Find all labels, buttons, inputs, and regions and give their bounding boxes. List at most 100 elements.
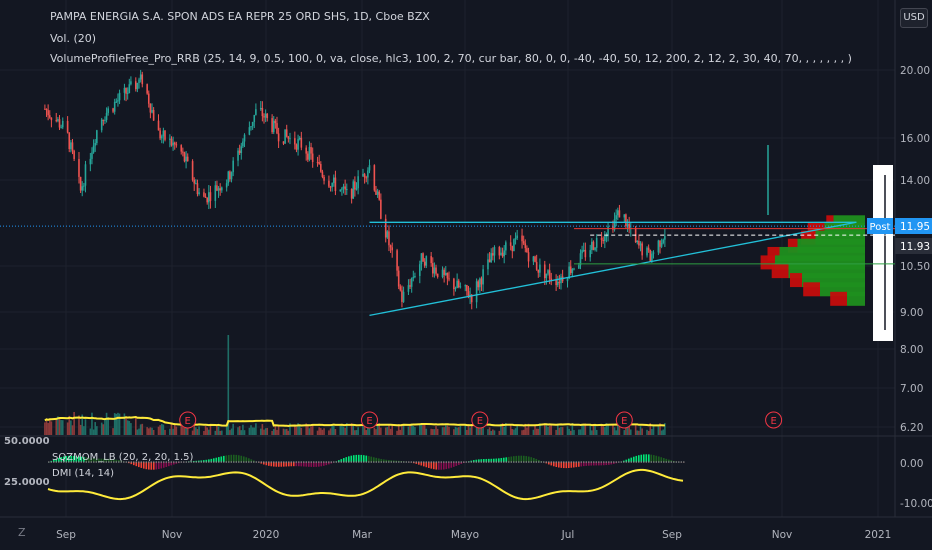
candle-body-7 [58,119,61,128]
volume-bar-168 [423,423,426,435]
squeeze-bar-155 [435,462,438,470]
candle-body-44 [141,74,144,85]
squeeze-bar-20 [98,458,100,462]
volume-legend[interactable]: Vol. (20) [50,32,97,45]
volume-bar-1 [45,420,48,435]
squeeze-bar-188 [518,455,520,462]
candle-body-31 [113,102,116,112]
volume-bar-18 [83,426,85,435]
volume-bar-264 [641,428,643,435]
volume-bar-153 [389,428,392,435]
volume-bar-192 [479,428,481,435]
price-tick-1: 16.00 [900,133,930,145]
squeeze-bar-4 [58,457,60,462]
squeeze-dot-76 [238,461,240,463]
squeeze-dot-12 [78,461,80,463]
squeeze-bar-174 [483,459,485,462]
volume-bar-210 [521,430,523,435]
candle-body-201 [500,252,502,256]
candle-body-144 [368,165,371,171]
volume-bar-223 [548,425,551,435]
dmi-legend[interactable]: DMI (14, 14) [52,468,115,479]
candle-body-34 [118,92,121,101]
volume-bar-221 [545,423,548,435]
squeeze-bar-148 [418,462,420,465]
second-price-label: 11.93 [900,241,930,253]
squeeze-bar-91 [275,462,278,467]
squeeze-bar-15 [85,457,88,462]
squeeze-dot-215 [585,461,588,463]
volume-bar-222 [547,426,549,435]
price-tick-6: 7.00 [900,383,923,395]
volume-bar-224 [550,425,553,435]
volume-profile-legend[interactable]: VolumeProfileFree_Pro_RRB (25, 14, 9, 0.… [50,52,852,65]
currency-button[interactable]: USD [900,8,928,28]
candle-body-24 [96,130,98,144]
squeeze-bar-231 [625,459,628,462]
candle-body-172 [433,267,436,274]
squeeze-dot-227 [615,461,618,463]
candle-body-234 [573,268,575,270]
squeeze-bar-85 [260,462,263,464]
candle-body-175 [441,269,444,277]
squeeze-dot-24 [108,461,110,463]
squeeze-bar-77 [240,455,243,462]
candle-body-245 [600,237,603,240]
squeeze-dot-236 [638,461,640,463]
candle-body-142 [365,177,368,179]
candle-body-4 [50,117,53,121]
volume-bar-127 [331,424,333,435]
squeeze-dot-238 [643,461,645,463]
volume-bar-256 [625,423,627,435]
squeeze-dot-16 [88,461,90,463]
candle-body-167 [422,253,424,262]
squeeze-bar-246 [663,458,665,462]
candle-body-108 [287,136,290,139]
candle-body-215 [532,256,535,262]
squeeze-bar-62 [203,460,205,462]
volume-bar-267 [649,423,652,435]
earnings-label-4: E [770,416,776,427]
candle-body-143 [367,170,369,178]
drawing-lines[interactable] [0,221,895,317]
volume-bar-114 [300,427,303,435]
timezone-icon[interactable]: Z [18,526,26,539]
candle-body-140 [362,173,364,177]
squeeze-dot-194 [533,461,535,463]
candle-body-248 [605,235,608,237]
squeeze-dot-131 [375,461,378,463]
candle-body-25 [100,119,103,131]
squeeze-dot-247 [665,461,668,463]
volume-bar-156 [397,424,400,435]
time-axis[interactable]: Sep Nov 2020 Mar Mayo Jul Sep Nov 2021 [56,529,891,541]
volume-bar-254 [618,424,621,435]
price-tick-9: -10.00 [900,498,932,510]
volume-bar-144 [368,428,371,435]
volume-bar-12 [70,420,72,435]
volume-bar-163 [412,426,415,435]
candle-body-35 [123,87,126,93]
squeeze-dot-241 [650,461,653,463]
candle-body-182 [456,280,458,289]
symbol-legend[interactable]: PAMPA ENERGIA S.A. SPON ADS EA REPR 25 O… [50,10,430,23]
candle-body-90 [248,127,251,135]
squeeze-legend[interactable]: SQZMOM_LB (20, 2, 20, 1.5) [52,452,194,463]
squeeze-bar-46 [163,462,165,468]
price-axis[interactable]: 20.00 16.00 14.00 10.50 9.00 8.00 7.00 6.20 0.00… [900,65,932,510]
squeeze-dot-162 [453,461,455,463]
volume-bar-152 [388,424,390,435]
candle-body-271 [659,240,661,247]
squeeze-dot-26 [113,461,115,463]
volume-bar-110 [294,425,296,435]
candle-body-122 [320,164,322,172]
volume-bar-32 [115,413,118,435]
volume-bar-142 [365,430,368,435]
squeeze-dot-99 [295,461,298,463]
volume-bar-126 [329,428,332,435]
candle-body-2 [47,110,49,116]
volume-bar-172 [433,429,436,435]
candle-body-69 [198,192,200,195]
squeeze-dot-157 [440,461,443,463]
